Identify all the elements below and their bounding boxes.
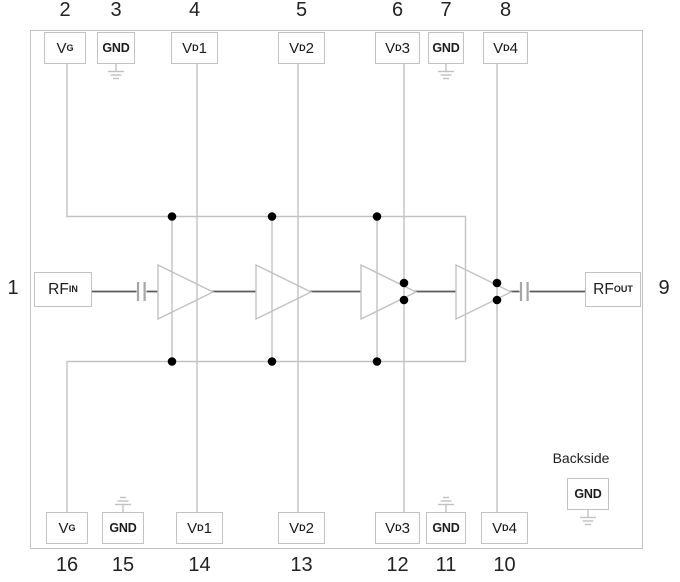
- backside-gnd-label: GND: [574, 487, 602, 501]
- pin-number: 4: [188, 0, 201, 21]
- pin-number: 11: [435, 554, 457, 576]
- pin-number: 16: [55, 554, 79, 576]
- pin-label-sub: D: [395, 42, 402, 53]
- pin-label-sub: G: [68, 522, 76, 533]
- backside-gnd-box: GND: [567, 478, 609, 510]
- pin-label: V: [493, 39, 504, 57]
- ground-icon: [438, 64, 454, 80]
- pin-label: V: [492, 519, 503, 537]
- pin-label: V: [58, 519, 69, 537]
- pin-number: 14: [188, 554, 211, 576]
- junction-dot: [372, 357, 382, 366]
- junction-dot: [492, 278, 502, 288]
- pin-label-suffix: 3: [401, 519, 410, 537]
- chip-outline: [30, 30, 643, 549]
- ground-icon: [115, 496, 131, 512]
- junction-dot: [492, 295, 502, 305]
- pin-label-suffix: 2: [305, 39, 314, 57]
- pin-label: V: [385, 519, 396, 537]
- amplifier-3-icon: [360, 263, 418, 321]
- pin-label: V: [187, 519, 198, 537]
- pin-label-sub: D: [503, 42, 510, 53]
- pin-label-suffix: 2: [305, 519, 314, 537]
- pin-label: GND: [102, 41, 130, 55]
- junction-dot: [372, 212, 382, 221]
- vg-bus-line: [66, 64, 467, 512]
- pin-number: 7: [440, 0, 452, 21]
- pin-number-9: 9: [658, 277, 670, 299]
- pin-label: V: [56, 39, 67, 57]
- pin-label: GND: [109, 521, 137, 535]
- pin-label: V: [385, 39, 396, 57]
- pin-label-suffix: 3: [401, 39, 410, 57]
- pin-number: 6: [391, 0, 404, 21]
- amplifier-1-icon: [157, 263, 215, 321]
- amplifier-2-icon: [255, 263, 313, 321]
- junction-dot: [267, 357, 277, 366]
- capacitor-output-icon: [519, 281, 530, 302]
- pin-label-sub: D: [192, 42, 199, 53]
- pin-label-suffix: 4: [509, 39, 518, 57]
- rf-in-box: RF IN: [34, 272, 92, 307]
- rf-in-label: RF: [48, 280, 69, 298]
- pin-label-sub: D: [502, 522, 509, 533]
- junction-dot: [399, 295, 409, 305]
- pin-label: GND: [432, 521, 460, 535]
- pin-label-sub: D: [395, 522, 402, 533]
- pin-number: 10: [493, 554, 516, 576]
- ground-icon: [108, 64, 124, 80]
- pin-label-box: GND: [97, 32, 135, 64]
- pin-label-suffix: 4: [508, 519, 517, 537]
- amplifier-4-icon: [455, 263, 513, 321]
- ground-icon: [438, 496, 454, 512]
- pin-number: 2: [59, 0, 71, 21]
- junction-dot: [167, 212, 177, 221]
- rf-out-label: RF: [593, 280, 614, 298]
- pin-label: V: [289, 39, 300, 57]
- pin-number: 15: [111, 554, 135, 576]
- rf-in-label-sub: IN: [68, 284, 78, 294]
- pin-label-box: GND: [428, 32, 464, 64]
- pin-number: 13: [290, 554, 313, 576]
- rf-out-box: RF OUT: [585, 272, 641, 307]
- pin-label-sub: D: [299, 522, 306, 533]
- pin-label-box: GND: [102, 512, 144, 544]
- pin-label-sub: D: [197, 522, 204, 533]
- pin-label-box: GND: [426, 512, 466, 544]
- pin-number: 8: [499, 0, 512, 21]
- pin-label: V: [289, 519, 300, 537]
- pin-label: V: [182, 39, 193, 57]
- rf-out-label-sub: OUT: [613, 284, 633, 294]
- pin-number: 3: [110, 0, 122, 21]
- pin-label-sub: G: [66, 42, 74, 53]
- junction-dot: [167, 357, 177, 366]
- pin-label-sub: D: [299, 42, 306, 53]
- ground-icon: [580, 510, 596, 526]
- pin-number: 12: [386, 554, 409, 576]
- junction-dot: [399, 278, 409, 288]
- capacitor-input-icon: [136, 281, 147, 302]
- pin-label: GND: [432, 41, 460, 55]
- pin-number-1: 1: [7, 277, 19, 299]
- backside-label: Backside: [552, 450, 610, 466]
- junction-dot: [267, 212, 277, 221]
- pin-label-suffix: 1: [198, 39, 207, 57]
- pin-number: 5: [295, 0, 308, 21]
- pin-label-suffix: 1: [203, 519, 212, 537]
